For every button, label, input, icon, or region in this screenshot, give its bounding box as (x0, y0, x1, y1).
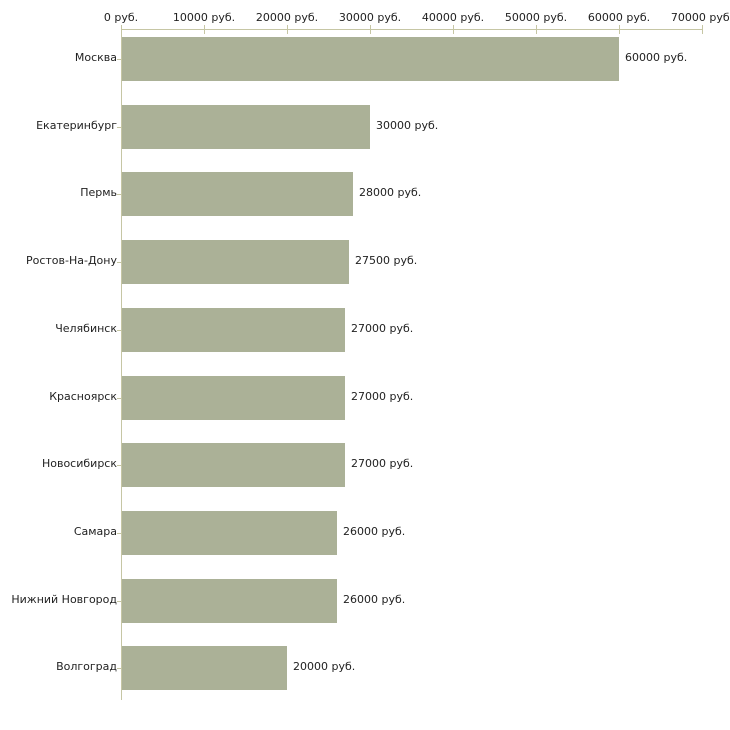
x-axis-tick (121, 25, 122, 34)
y-axis-tick (117, 533, 121, 534)
bar (122, 511, 337, 555)
category-label: Пермь (80, 186, 117, 199)
x-axis-tick-label: 60000 руб. (587, 11, 651, 24)
bar (122, 443, 345, 487)
x-axis-tick-label: 70000 руб. (670, 11, 730, 24)
bar (122, 308, 345, 352)
category-label: Волгоград (56, 660, 117, 673)
y-axis-line (121, 29, 122, 700)
x-axis-tick (204, 25, 205, 34)
bar (122, 240, 349, 284)
x-axis-tick (287, 25, 288, 34)
y-axis-tick (117, 398, 121, 399)
x-axis-tick-label: 0 руб. (103, 11, 139, 24)
y-axis-tick (117, 194, 121, 195)
category-label: Нижний Новгород (11, 593, 117, 606)
category-label: Москва (74, 51, 117, 64)
bar (122, 172, 353, 216)
value-label: 27000 руб. (351, 457, 414, 470)
value-label: 27000 руб. (351, 390, 414, 403)
value-label: 27500 руб. (355, 254, 418, 267)
bar (122, 37, 619, 81)
bar (122, 105, 370, 149)
y-axis-tick (117, 127, 121, 128)
value-label: 30000 руб. (376, 119, 439, 132)
category-label: Красноярск (49, 390, 117, 403)
x-axis-line (121, 29, 702, 30)
y-axis-tick (117, 465, 121, 466)
x-axis-tick-label: 10000 руб. (172, 11, 236, 24)
y-axis-tick (117, 601, 121, 602)
value-label: 26000 руб. (343, 525, 406, 538)
value-label: 28000 руб. (359, 186, 422, 199)
category-label: Екатеринбург (36, 119, 117, 132)
y-axis-tick (117, 262, 121, 263)
category-label: Ростов-На-Дону (25, 254, 117, 267)
x-axis-tick (453, 25, 454, 34)
bar (122, 579, 337, 623)
category-label: Новосибирск (41, 457, 117, 470)
category-label: Самара (73, 525, 117, 538)
value-label: 20000 руб. (293, 660, 356, 673)
y-axis-tick (117, 330, 121, 331)
bar (122, 376, 345, 420)
x-axis-tick (370, 25, 371, 34)
bar (122, 646, 287, 690)
value-label: 26000 руб. (343, 593, 406, 606)
y-axis-tick (117, 59, 121, 60)
x-axis-tick (619, 25, 620, 34)
x-axis-tick (702, 25, 703, 34)
y-axis-tick (117, 668, 121, 669)
value-label: 60000 руб. (625, 51, 688, 64)
value-label: 27000 руб. (351, 322, 414, 335)
x-axis-tick-label: 40000 руб. (421, 11, 485, 24)
x-axis-tick-label: 50000 руб. (504, 11, 568, 24)
x-axis-tick (536, 25, 537, 34)
category-label: Челябинск (55, 322, 117, 335)
x-axis-tick-label: 20000 руб. (255, 11, 319, 24)
x-axis-tick-label: 30000 руб. (338, 11, 402, 24)
